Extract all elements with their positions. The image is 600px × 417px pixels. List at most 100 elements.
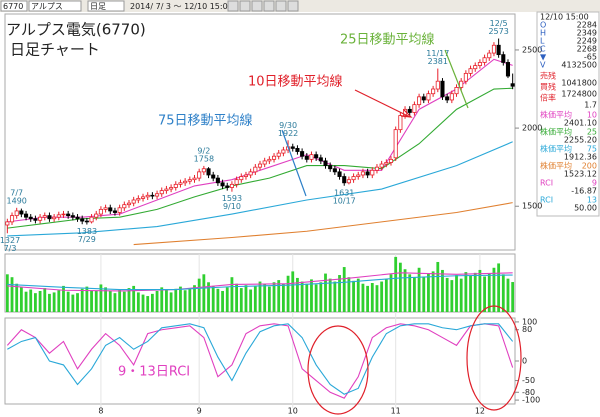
candle-body [421,96,426,101]
indicator-label: 株価平均 [540,110,572,120]
candle-body [108,207,113,212]
indicator-label: 株価平均 [540,144,572,154]
candle-body [379,163,384,168]
indicator-value: 1912.36 [564,153,597,162]
candle-body [365,171,370,176]
volume-bar [207,282,210,312]
indicator-value: 1523.12 [564,170,597,179]
peak-price: 1922 [278,129,298,138]
candle-body [281,149,286,154]
candle-body [468,68,473,74]
candle-body [342,176,347,184]
indicator-period: 25 [587,128,597,137]
volume-bar [122,291,126,312]
candle-body [28,216,33,220]
volume-bar [314,284,318,312]
volume-bar [108,290,112,312]
candle-body [84,220,89,223]
candle-body [239,176,244,181]
candle-body [304,155,309,160]
volume-bar [57,290,61,312]
y-tick-label: -50 [522,376,535,385]
volume-bar [389,274,393,312]
candle-body [38,216,43,221]
volume-bar [10,277,14,312]
volume-bar [366,285,370,312]
volume-bar [249,289,253,312]
candle-body [398,115,403,131]
trough-date: 10/17 [333,196,356,205]
candle-body [501,54,506,63]
candle-body [351,176,356,181]
candle-body [94,213,99,218]
volume-bar [403,269,407,312]
volume-bar [150,293,154,312]
candle-body [126,202,132,206]
candle-body [257,163,263,168]
volume-bar [310,279,313,312]
volume-bar [52,292,56,312]
name-box[interactable] [28,0,82,12]
indicator-label: RCI [540,179,553,188]
quote-value: 2249 [577,37,597,46]
volume-bar [19,287,23,312]
ma10-callout: 10日移動平均線 [248,74,343,90]
stat-label: 売残 [540,71,556,81]
candle-body [136,198,141,201]
candle-body [295,148,300,152]
candle-body [234,179,239,185]
candle-body [211,174,216,179]
volume-bar [384,279,388,312]
candle-body [314,154,319,159]
candle-body [14,210,19,217]
volume-bar [258,281,262,312]
candle-body [473,65,478,70]
volume-bar [174,288,178,312]
volume-bar [473,272,477,312]
candle-body [122,204,127,209]
candle-body [225,185,230,188]
candle-body [318,157,323,162]
volume-bar [272,282,276,312]
y-tick-label: 0 [522,357,527,366]
toolbar-buttons[interactable] [227,0,299,12]
period-box[interactable] [87,0,125,12]
volume-bar [464,272,468,312]
ma75-callout: 75日移動平均線 [158,113,253,129]
volume-bar [450,280,454,312]
quote-value: 2284 [577,21,597,30]
volume-bar [62,285,65,312]
candle-body [192,177,197,181]
candle-body [98,208,103,215]
peak-price: 1490 [7,196,27,205]
code-box[interactable] [0,0,28,12]
y-tick-label: 100 [522,317,537,326]
indicator-period: 75 [587,145,597,154]
candle-body [431,88,436,95]
volume-bar [239,288,243,312]
candle-body [248,171,253,176]
candle-body [337,171,342,177]
volume-bar [380,281,384,312]
volume-bar [436,261,440,312]
candle-body [33,218,38,221]
volume-bar [113,293,117,312]
rci-callout: 9・13日RCI [118,365,190,380]
volume-bar [492,267,496,312]
candle-body [19,210,24,215]
volume-bar [413,277,416,312]
x-tick-label: 10 [288,407,298,416]
indicator-value: 2255.20 [564,136,597,145]
volume-bar [104,287,107,312]
stat-value: 1041800 [561,79,597,88]
volume-bar [90,290,93,312]
indicator-period: 200 [582,162,597,171]
volume-bar [235,283,239,312]
quote-label: L [540,37,545,46]
x-tick-label: 9 [197,407,202,416]
volume-bar [455,275,458,312]
candle-body [276,152,281,157]
volume-bar [328,278,332,312]
indicator-value: 50.00 [574,204,597,213]
candle-body [89,216,94,223]
